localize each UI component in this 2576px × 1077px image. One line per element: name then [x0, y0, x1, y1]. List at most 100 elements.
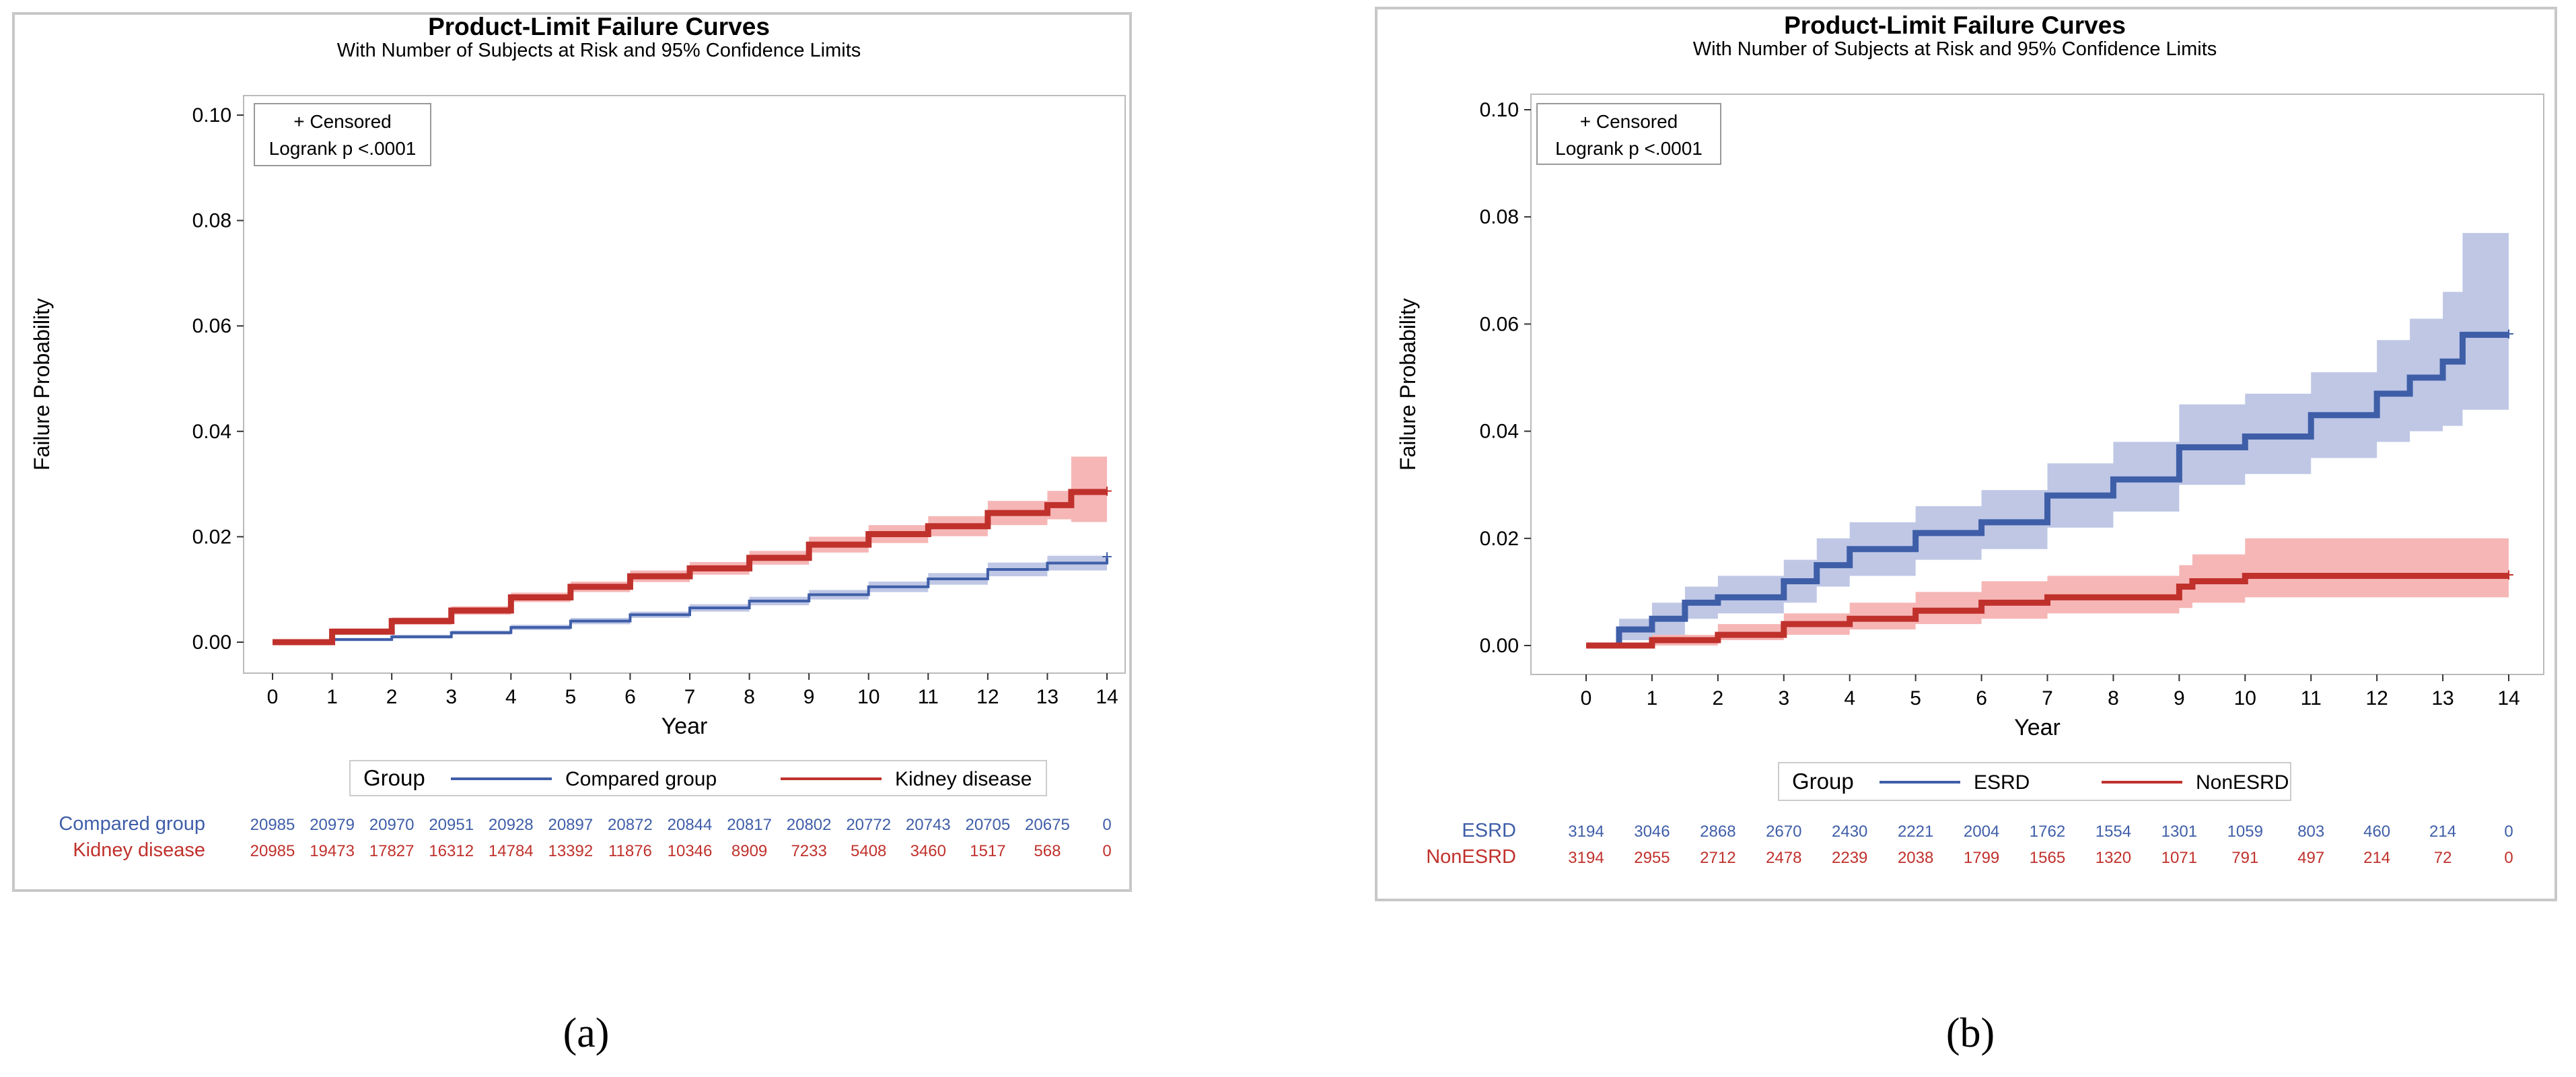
legend-box [1778, 762, 2291, 801]
at-risk-count: 1762 [2030, 823, 2065, 841]
logrank-note: Logrank p <.0001 [269, 138, 417, 159]
at-risk-label: Compared group [59, 813, 205, 835]
y-tick-label: 0.04 [1480, 421, 1519, 443]
at-risk-label: Kidney disease [73, 839, 205, 861]
x-tick-label: 11 [918, 686, 939, 708]
x-tick-label: 4 [505, 686, 517, 708]
chart-subtitle: With Number of Subjects at Risk and 95% … [337, 40, 861, 61]
y-tick-label: 0.02 [192, 526, 231, 548]
confidence-band-0 [1586, 233, 2509, 646]
plot-area [243, 95, 1126, 674]
at-risk-count: 20985 [250, 842, 295, 860]
at-risk-count: 17827 [369, 842, 415, 860]
x-tick-label: 3 [445, 686, 457, 708]
y-tick-label: 0.10 [1480, 99, 1519, 121]
censored-marker: + [2503, 565, 2514, 586]
y-tick-label: 0.10 [192, 104, 231, 127]
x-tick-label: 5 [1910, 687, 1921, 709]
y-tick-label: 0.06 [1480, 313, 1519, 335]
censored-marker: + [2503, 323, 2514, 344]
at-risk-count: 1565 [2030, 849, 2065, 867]
x-tick-label: 13 [1036, 686, 1059, 708]
x-tick-label: 11 [2301, 687, 2322, 709]
at-risk-count: 20802 [787, 816, 832, 834]
at-risk-count: 5408 [851, 842, 886, 860]
at-risk-label: ESRD [1462, 820, 1516, 841]
at-risk-label: NonESRD [1426, 846, 1516, 868]
x-tick-label: 9 [2174, 687, 2185, 709]
survival-curve-0 [1586, 331, 2509, 649]
at-risk-count: 20979 [310, 816, 355, 834]
at-risk-count: 2955 [1634, 849, 1670, 867]
inset-box [254, 103, 431, 166]
censored-note: + Censored [293, 111, 392, 132]
y-tick-label: 0.02 [1480, 528, 1519, 550]
y-tick-label: 0.04 [192, 421, 231, 443]
legend-entry: ESRD [1974, 771, 2030, 794]
at-risk-count: 20970 [369, 816, 415, 834]
at-risk-count: 1799 [1964, 849, 1999, 867]
x-tick-label: 4 [1844, 687, 1855, 709]
at-risk-count: 1320 [2096, 849, 2131, 867]
x-tick-label: 2 [386, 686, 398, 708]
at-risk-count: 20985 [250, 816, 295, 834]
x-axis-label: Year [661, 714, 708, 739]
at-risk-count: 72 [2434, 849, 2452, 867]
at-risk-count: 11876 [608, 842, 652, 860]
at-risk-count: 2430 [1832, 823, 1867, 841]
y-tick-label: 0.08 [1480, 206, 1519, 228]
legend-entry: Compared group [565, 768, 717, 790]
censored-marker: + [1102, 481, 1112, 501]
x-tick-label: 8 [744, 686, 755, 708]
x-tick-label: 1 [1647, 687, 1658, 709]
x-tick-label: 7 [2042, 687, 2053, 709]
at-risk-count: 0 [2504, 823, 2513, 841]
at-risk-count: 10346 [668, 842, 713, 860]
at-risk-count: 16312 [429, 842, 474, 860]
at-risk-count: 14784 [489, 842, 534, 860]
at-risk-count: 1059 [2227, 823, 2263, 841]
at-risk-count: 568 [1034, 842, 1061, 860]
x-tick-label: 7 [684, 686, 696, 708]
x-tick-label: 8 [2108, 687, 2119, 709]
inset-box [1536, 103, 1721, 165]
censored-marker: + [1102, 547, 1112, 567]
at-risk-count: 0 [2504, 849, 2513, 867]
at-risk-count: 3194 [1568, 823, 1604, 841]
survival-curve-0 [273, 557, 1108, 644]
at-risk-count: 20705 [965, 816, 1010, 834]
y-tick-label: 0.08 [192, 210, 231, 232]
at-risk-count: 803 [2297, 823, 2324, 841]
x-tick-label: 14 [1096, 686, 1118, 708]
at-risk-count: 7233 [791, 842, 826, 860]
legend-title: Group [1792, 769, 1854, 794]
x-tick-label: 12 [2365, 687, 2388, 709]
censored-note: + Censored [1580, 111, 1678, 132]
survival-curve-1 [1586, 573, 2509, 649]
at-risk-count: 791 [2231, 849, 2258, 867]
at-risk-count: 2239 [1832, 849, 1867, 867]
at-risk-count: 214 [2363, 849, 2390, 867]
at-risk-count: 19473 [310, 842, 355, 860]
x-tick-label: 10 [2234, 687, 2256, 709]
at-risk-count: 20928 [489, 816, 534, 834]
at-risk-count: 3460 [910, 842, 946, 860]
x-tick-label: 3 [1778, 687, 1789, 709]
at-risk-count: 20897 [548, 816, 593, 834]
at-risk-count: 2221 [1898, 823, 1933, 841]
x-tick-label: 1 [326, 686, 338, 708]
chart-subtitle: With Number of Subjects at Risk and 95% … [1693, 38, 2217, 60]
at-risk-count: 20817 [727, 816, 772, 834]
at-risk-count: 497 [2297, 849, 2324, 867]
x-tick-label: 12 [976, 686, 999, 708]
at-risk-count: 20951 [429, 816, 474, 834]
at-risk-count: 2004 [1964, 823, 1999, 841]
y-tick-label: 0.00 [192, 631, 231, 654]
legend-entry: Kidney disease [895, 768, 1032, 790]
y-tick-label: 0.06 [192, 315, 231, 337]
x-tick-label: 0 [1581, 687, 1592, 709]
chart-title: Product-Limit Failure Curves [428, 13, 770, 40]
at-risk-count: 20844 [668, 816, 713, 834]
